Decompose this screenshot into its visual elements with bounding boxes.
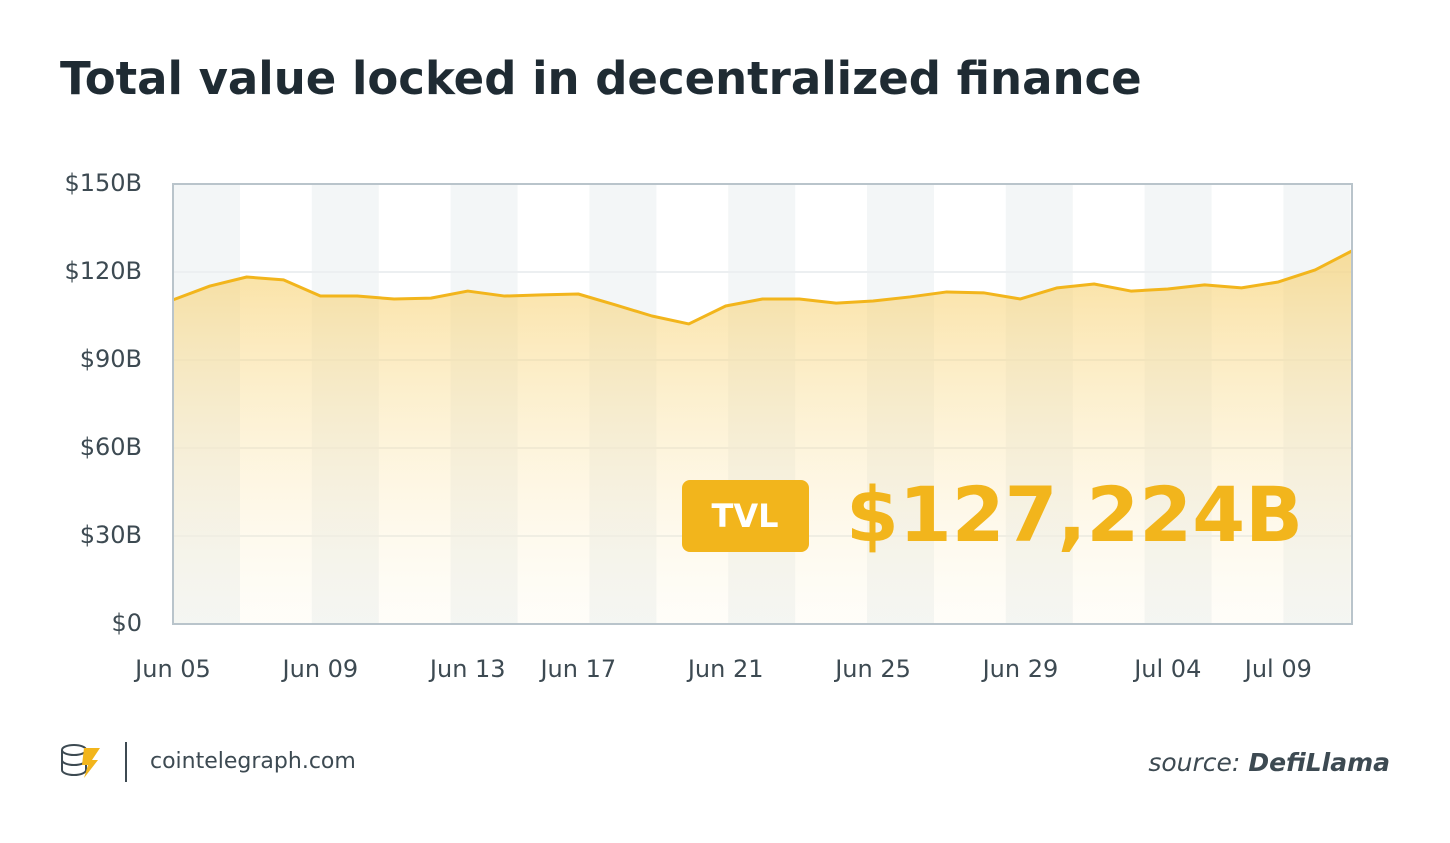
y-tick-label: $30B <box>80 521 142 549</box>
y-tick-label: $0 <box>111 609 142 637</box>
x-tick-label: Jun 21 <box>686 655 764 683</box>
x-tick-label: Jun 17 <box>538 655 616 683</box>
source-label: source: <box>1148 748 1240 777</box>
x-tick-label: Jul 04 <box>1132 655 1201 683</box>
badge-text: TVL <box>712 497 779 535</box>
annotation-value: $127,224B <box>846 470 1303 559</box>
x-tick-label: Jun 25 <box>833 655 911 683</box>
chart-title: Total value locked in decentralized fina… <box>60 52 1142 105</box>
source-name: DefiLlama <box>1248 748 1390 777</box>
logo <box>61 742 127 782</box>
x-tick-label: Jul 09 <box>1243 655 1312 683</box>
area <box>173 250 1352 624</box>
x-tick-label: Jun 13 <box>428 655 506 683</box>
source: source: DefiLlama <box>1148 748 1390 777</box>
plot-frame <box>172 183 1353 625</box>
x-tick-label: Jun 05 <box>133 655 211 683</box>
brand: cointelegraph.com <box>150 749 356 774</box>
badge <box>682 480 809 552</box>
line <box>172 249 1353 326</box>
y-tick-label: $150B <box>64 169 142 197</box>
x-tick-label: Jun 09 <box>281 655 359 683</box>
x-tick-label: Jun 29 <box>981 655 1059 683</box>
y-tick-label: $60B <box>80 433 142 461</box>
y-tick-label: $120B <box>64 257 142 285</box>
y-tick-label: $90B <box>80 345 142 373</box>
annotation: TVL $127,224B <box>682 470 1303 559</box>
plot <box>172 249 1353 624</box>
